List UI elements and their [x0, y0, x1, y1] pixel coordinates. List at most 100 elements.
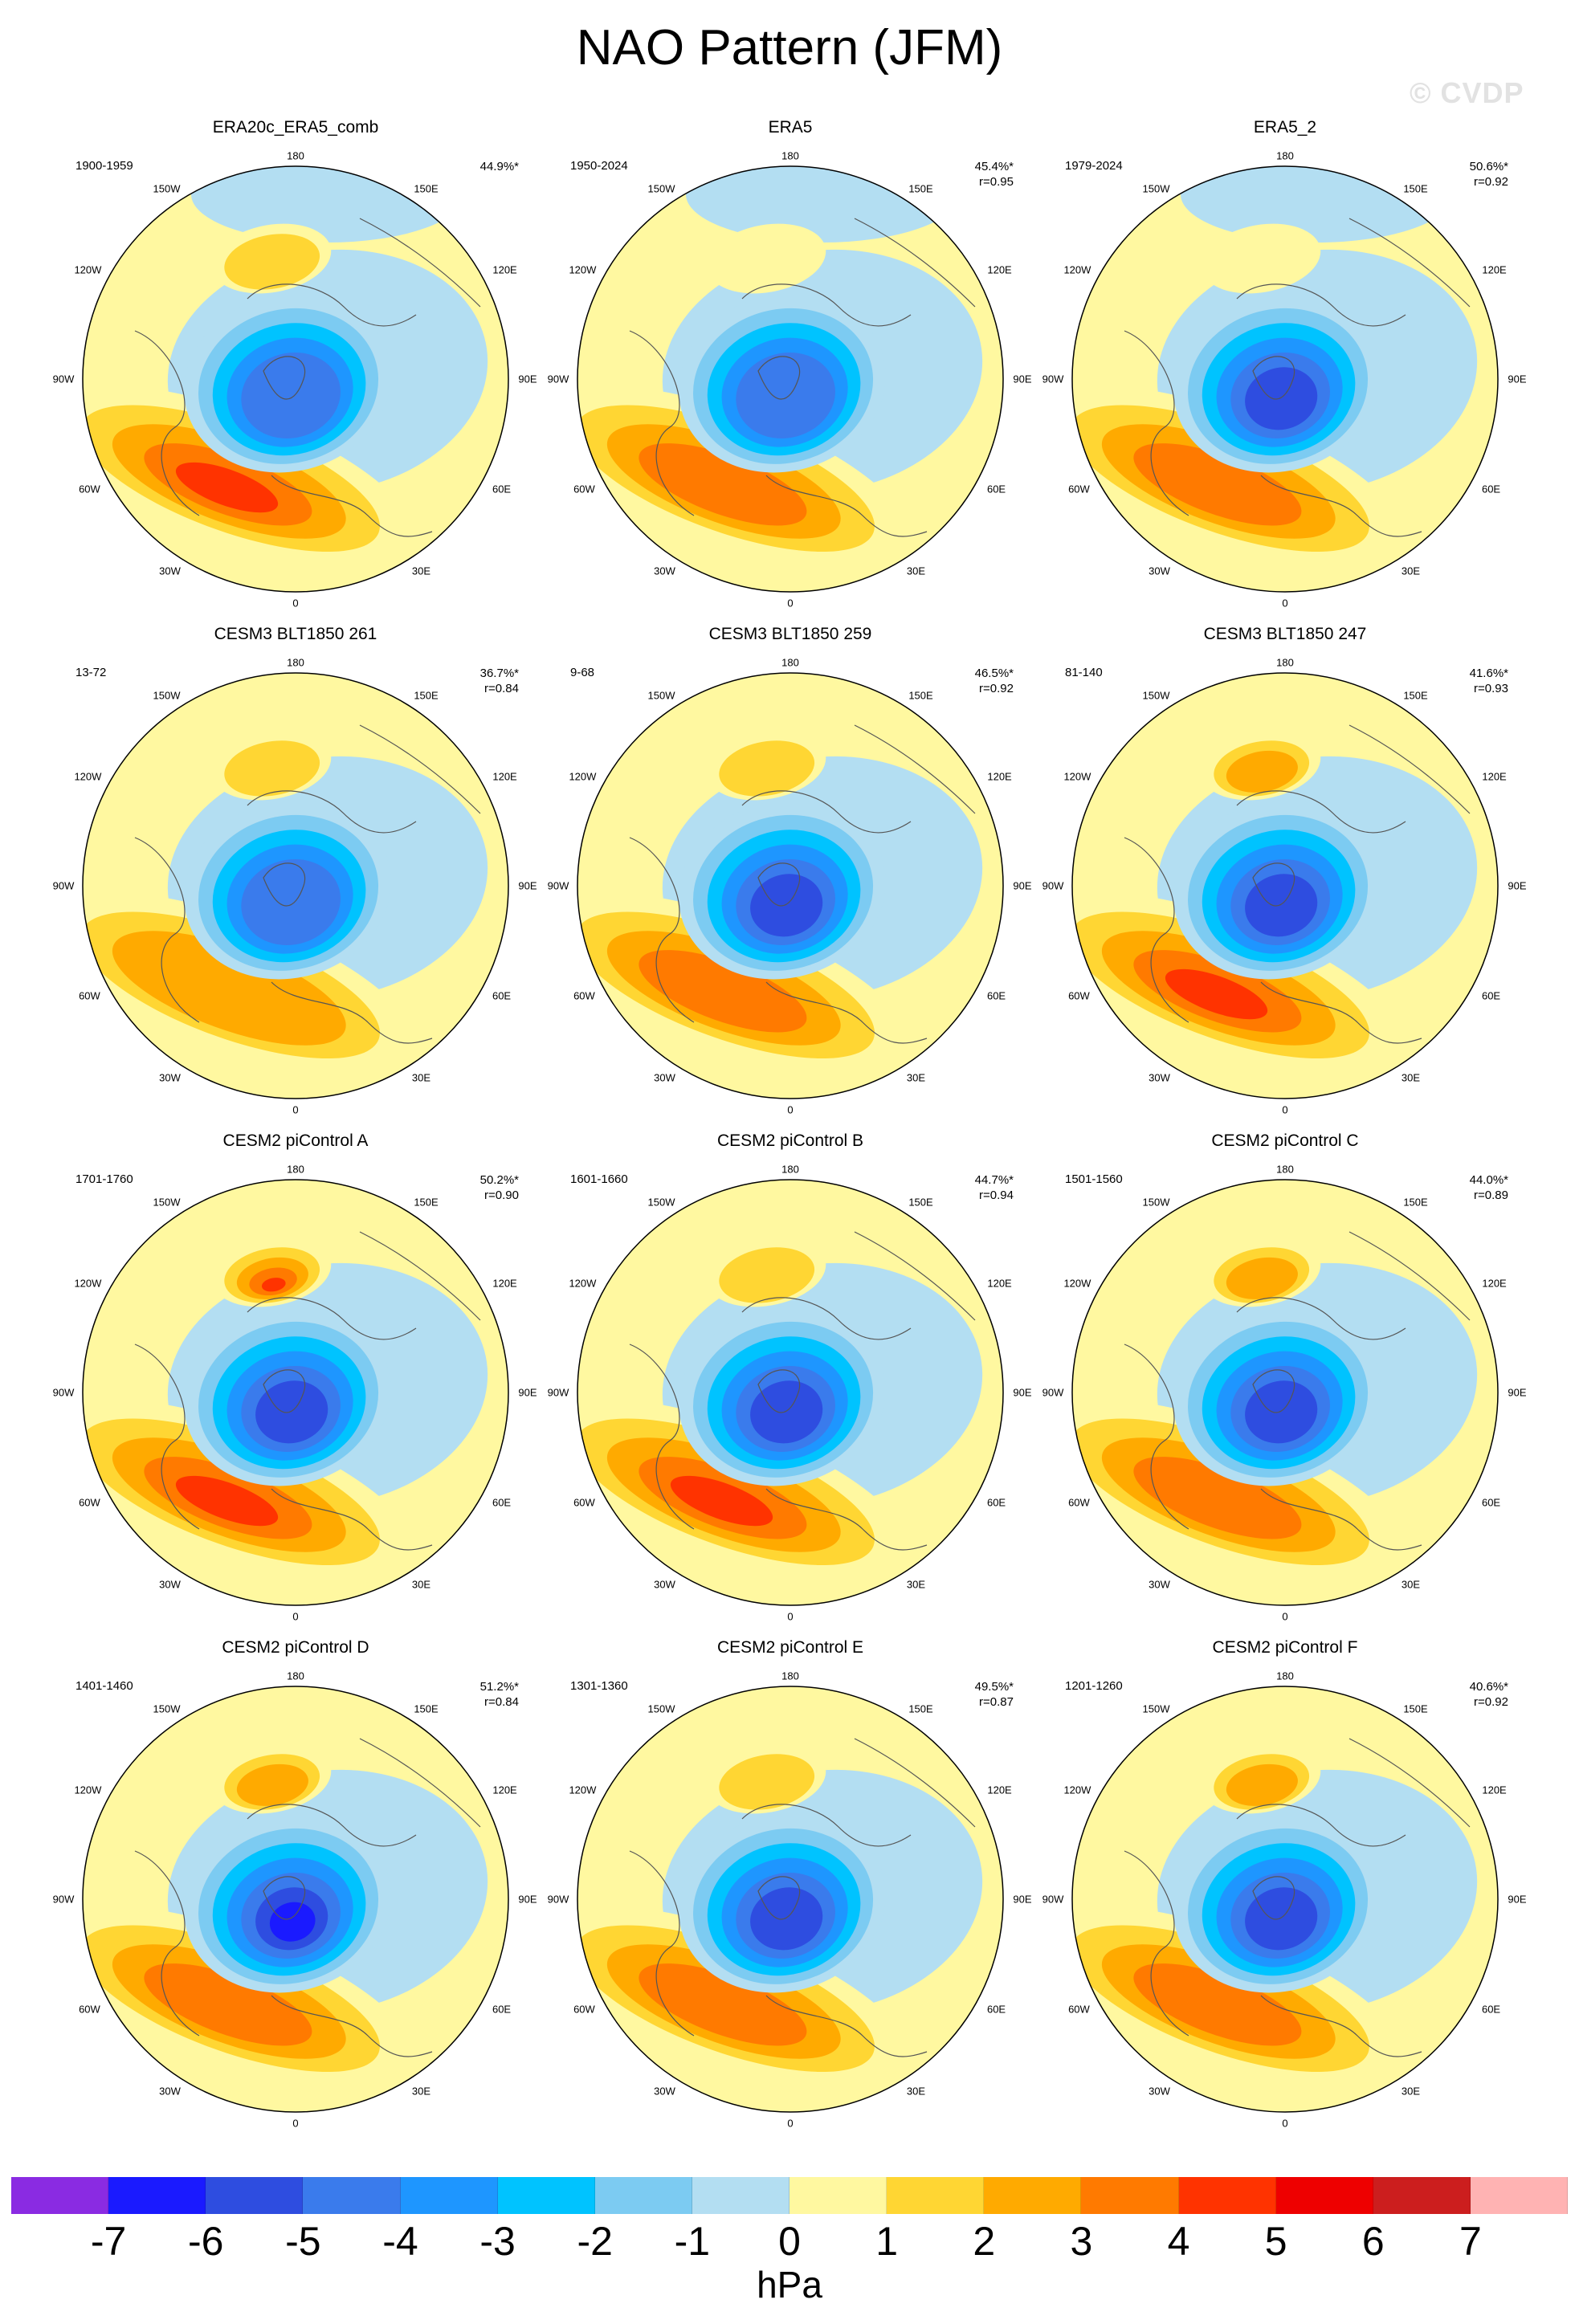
longitude-label: 60E [1481, 2003, 1501, 2015]
longitude-label: 60E [492, 2003, 512, 2015]
panel-period: 9-68 [570, 666, 595, 679]
longitude-label: 90E [1508, 373, 1527, 385]
map-panel: ERA20c_ERA5_comb 1900-1959 44.9%* 180 0 90W 90… [48, 117, 543, 615]
pattern-correlation: r=0.93 [1474, 682, 1508, 695]
longitude-label: 0 [292, 1610, 299, 1623]
longitude-label: 90E [1013, 1386, 1032, 1399]
longitude-label: 120E [492, 770, 517, 782]
colorbar-tick-label: 3 [1070, 2219, 1093, 2264]
anomaly-field [577, 1686, 1003, 2112]
longitude-label: 120E [492, 263, 517, 275]
explained-variance: 41.6%* [1469, 667, 1508, 680]
coastline-europe [765, 475, 928, 537]
longitude-label: 30E [906, 1578, 926, 1591]
atlantic-high-level-4 [639, 950, 807, 1033]
colorbar-tick-label: 0 [778, 2219, 801, 2264]
panel-stats: 40.6%* r=0.92 [1470, 1679, 1508, 1710]
map-panel: CESM2 piControl A 1701-1760 50.2%* r=0.90 18… [48, 1131, 543, 1629]
map-panel: CESM3 BLT1850 261 13-72 36.7%* r=0.84 180 0 90… [48, 624, 543, 1122]
longitude-label: 150E [1403, 689, 1428, 702]
colorbar-swatch [790, 2177, 887, 2214]
longitude-label: 60W [573, 2003, 595, 2015]
polar-map [82, 165, 509, 593]
longitude-label: 90E [1013, 879, 1032, 892]
pacific-high-level-3 [1226, 1763, 1298, 1806]
colorbar-tick-label: 1 [875, 2219, 899, 2264]
longitude-label: 180 [781, 149, 799, 162]
longitude-label: 180 [287, 1670, 304, 1682]
colorbar-swatch [1470, 2177, 1568, 2214]
longitude-label: 150E [908, 1196, 933, 1209]
colorbar-swatch [594, 2177, 692, 2214]
arctic-low-level-6 [1245, 874, 1318, 937]
colorbar-swatch [1178, 2177, 1276, 2214]
coastline-north-america [1124, 1850, 1189, 2037]
colorbar [11, 2177, 1568, 2214]
colorbar-swatch [692, 2177, 790, 2214]
arctic-low-level-5 [736, 352, 835, 438]
explained-variance: 49.5%* [974, 1680, 1014, 1694]
colorbar-tick-label: 4 [1167, 2219, 1190, 2264]
coastline-north-america [629, 837, 695, 1023]
panel-title: CESM2 piControl D [222, 1638, 369, 1657]
anomaly-field [83, 1180, 508, 1605]
longitude-label: 120W [569, 1277, 597, 1289]
atlantic-high-level-4 [1133, 1457, 1302, 1539]
longitude-label: 150E [414, 1702, 439, 1715]
coastlines [134, 724, 481, 1044]
panel-title: ERA5 [768, 118, 813, 137]
longitude-label: 150E [1403, 182, 1428, 195]
longitude-label: 150W [1142, 1702, 1170, 1715]
coastline-arctic [741, 1804, 912, 1847]
longitude-label: 60E [492, 1496, 512, 1508]
longitude-label: 60E [1481, 483, 1501, 495]
longitude-label: 150W [647, 689, 675, 702]
colorbar-swatch [887, 2177, 985, 2214]
panel-title: CESM3 BLT1850 261 [214, 625, 377, 643]
arctic-low-level-6 [1245, 1887, 1318, 1951]
polar-map [1071, 1179, 1499, 1606]
longitude-label: 30E [411, 1578, 431, 1591]
longitude-label: 180 [1276, 656, 1294, 669]
coastlines [134, 218, 481, 537]
pattern-correlation: r=0.89 [1474, 1189, 1508, 1202]
longitude-label: 60E [492, 989, 512, 1001]
coastlines [134, 1738, 481, 2057]
longitude-label: 60W [573, 1496, 595, 1508]
map-border [1071, 1179, 1499, 1606]
anomaly-field [83, 1686, 508, 2112]
polar-map [577, 672, 1004, 1099]
longitude-label: 120E [492, 1784, 517, 1796]
arctic-low-level-5 [241, 858, 341, 945]
atlantic-high-level-5 [670, 1475, 773, 1527]
panel-period: 1979-2024 [1065, 159, 1123, 173]
longitude-label: 60E [1481, 989, 1501, 1001]
longitude-label: 30W [654, 1071, 675, 1084]
longitude-label: 0 [1282, 1103, 1288, 1116]
explained-variance: 51.2%* [479, 1680, 519, 1694]
longitude-label: 0 [1282, 1610, 1288, 1623]
explained-variance: 50.2%* [479, 1173, 519, 1187]
coastline-asia [854, 1738, 976, 1828]
atlantic-high-level-5 [175, 462, 279, 513]
coastline-greenland [263, 1369, 306, 1413]
arctic-low-level-7 [269, 1902, 316, 1942]
panel-title: CESM3 BLT1850 247 [1203, 625, 1367, 643]
coastline-arctic [1236, 1804, 1406, 1847]
longitude-label: 60W [573, 989, 595, 1001]
longitude-label: 60E [492, 483, 512, 495]
longitude-label: 150W [647, 1196, 675, 1209]
map-panel: CESM2 piControl F 1201-1260 40.6%* r=0.92 18… [1038, 1637, 1532, 2135]
coastline-arctic [1236, 790, 1406, 834]
panel-stats: 44.0%* r=0.89 [1470, 1172, 1508, 1203]
arctic-low-level-6 [255, 1380, 328, 1444]
panel-period: 1900-1959 [75, 159, 133, 173]
map-panel: CESM2 piControl E 1301-1360 49.5%* r=0.87 18… [543, 1637, 1038, 2135]
arctic-low-level-6 [750, 1380, 823, 1444]
longitude-label: 120E [492, 1277, 517, 1289]
anomaly-field [1072, 166, 1498, 592]
longitude-label: 30E [411, 1071, 431, 1084]
explained-variance: 44.0%* [1469, 1173, 1508, 1187]
longitude-label: 90E [518, 373, 537, 385]
longitude-label: 90W [1042, 373, 1064, 385]
